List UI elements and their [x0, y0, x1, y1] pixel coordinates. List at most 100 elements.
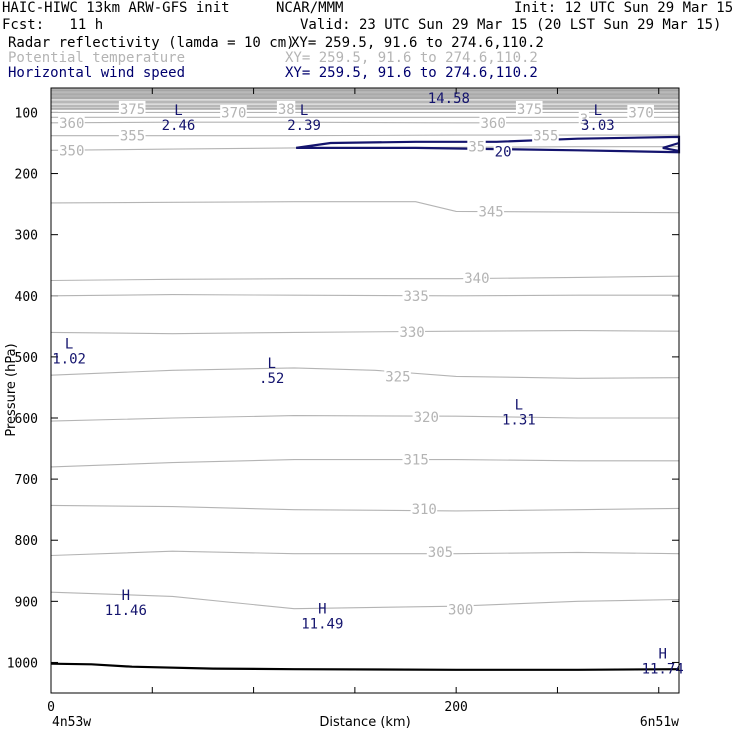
theta-contour-315: [50, 459, 679, 468]
theta-label: 320: [414, 410, 439, 426]
theta-contour-335: [50, 294, 679, 297]
theta-contour-300: [50, 591, 680, 610]
theta-contours: [50, 108, 680, 610]
theta-label-bg: [118, 127, 146, 143]
extremum-H: H: [318, 602, 326, 618]
extremum-value: 3.03: [581, 118, 615, 134]
theta-label-bg: [410, 501, 438, 517]
extremum-L: L: [594, 103, 602, 119]
theta-label-bg: [402, 451, 430, 467]
extremum-value: 11.49: [301, 617, 343, 633]
y-tick-label: 200: [15, 168, 38, 183]
theta-label-bg: [447, 601, 474, 617]
axis-ticks: [50, 88, 679, 693]
x-tick-label: 0: [47, 700, 55, 715]
extremum-value: 1.31: [502, 413, 536, 429]
extremum-value: 11.46: [105, 603, 147, 619]
theta-label: 370: [221, 105, 246, 121]
theta-contour-325: [50, 367, 680, 379]
field-xy-theta: XY= 259.5, 91.6 to 274.6,110.2: [285, 50, 538, 66]
wind-contour-20: [662, 141, 680, 152]
theta-label-bg: [276, 100, 296, 116]
theta-label-bg: [463, 270, 490, 286]
theta-label: 350: [59, 143, 84, 159]
theta-label: 315: [403, 453, 428, 469]
theta-label: 355: [120, 129, 145, 145]
extremum-L: L: [65, 336, 73, 352]
terrain-line: [50, 662, 680, 671]
theta-label: 370: [628, 105, 653, 121]
extremum-L: L: [267, 356, 275, 372]
theta-label-bg: [384, 368, 411, 384]
theta-label: 305: [428, 545, 453, 561]
wind-contour-label: 20: [495, 145, 512, 161]
x-axis-title: Distance (km): [319, 715, 410, 730]
theta-contour-330: [50, 330, 680, 335]
extremum-value: 2.39: [287, 118, 321, 134]
x-right-endpoint: 6n51w: [640, 715, 679, 730]
contour-labels: 3003053103153203253303353403453503553603…: [58, 100, 654, 618]
theta-label-bg: [220, 104, 247, 120]
y-tick-label: 300: [15, 229, 38, 244]
theta-label-bg: [515, 100, 543, 116]
theta-label: 355: [533, 129, 558, 145]
theta-label-bg: [627, 104, 654, 120]
theta-contour-340: [50, 275, 680, 282]
extremum-L: L: [300, 103, 308, 119]
theta-label: 325: [385, 369, 410, 385]
y-tick-label: 600: [15, 412, 38, 427]
terrain-surface: [50, 662, 680, 671]
theta-contour-310: [50, 504, 680, 512]
theta-label: 300: [448, 602, 473, 618]
extremum-L: L: [515, 398, 523, 414]
theta-label: 340: [464, 271, 489, 287]
theta-label-bg: [479, 114, 507, 130]
theta-label: 330: [399, 325, 424, 341]
extremum-value: 11.74: [642, 661, 684, 677]
init-time: Init: 12 UTC Sun 29 Mar 15: [514, 0, 734, 16]
y-tick-label: 800: [15, 534, 38, 549]
top-band-value: 14.58: [428, 91, 470, 107]
y-tick-label: 700: [15, 473, 38, 488]
theta-label-bg: [467, 138, 486, 154]
wind-contours: [295, 135, 681, 154]
theta-label: 35: [468, 140, 485, 156]
theta-label-bg: [118, 100, 146, 116]
axis-labels: 100 200 300 400 500 600 700 800 900 1000 0 200 Dista…: [4, 106, 679, 730]
theta-label: 310: [412, 502, 437, 518]
theta-contour-345: [50, 201, 680, 214]
theta-contour-355: [51, 134, 679, 137]
theta-contour-305: [50, 550, 680, 557]
theta-label-bg: [58, 114, 85, 130]
y-tick-label: 500: [15, 351, 38, 366]
theta-label: 38: [278, 102, 295, 118]
valid-time: Valid: 23 UTC Sun 29 Mar 15 (20 LST Sun …: [300, 17, 722, 33]
x-left-endpoint: 4n53w: [52, 715, 91, 730]
theta-label: 335: [403, 289, 428, 305]
extremum-L: L: [174, 103, 182, 119]
field-name-theta: Potential temperature: [8, 50, 186, 66]
theta-label-bg: [426, 543, 454, 559]
org-label: NCAR/MMM: [276, 0, 344, 16]
theta-label-bg: [58, 142, 85, 158]
model-title: HAIC-HIWC 13km ARW-GFS init: [2, 0, 230, 16]
field-xy-reflectivity: XY= 259.5, 91.6 to 274.6,110.2: [291, 35, 544, 51]
theta-label: 345: [478, 204, 503, 220]
x-tick-label: 200: [444, 700, 467, 715]
extremum-H: H: [658, 646, 666, 662]
theta-label: 375: [120, 102, 145, 118]
field-name-reflectivity: Radar reflectivity (lamda = 10 cm): [8, 35, 295, 51]
field-xy-wind: XY= 259.5, 91.6 to 274.6,110.2: [285, 65, 538, 81]
y-tick-label: 400: [15, 290, 38, 305]
wind-contour-label-bg: [493, 143, 513, 159]
wind-contour-20: [295, 135, 681, 154]
theta-contour-320: [50, 415, 679, 422]
theta-label-bg: [477, 203, 505, 219]
extremum-value: 2.46: [162, 118, 196, 134]
theta-label-bg: [532, 127, 559, 143]
extremum-value: 1.02: [52, 351, 86, 367]
field-name-wind: Horizontal wind speed: [8, 65, 186, 81]
theta-contour-360: [50, 121, 680, 124]
theta-label: 3: [580, 112, 588, 128]
